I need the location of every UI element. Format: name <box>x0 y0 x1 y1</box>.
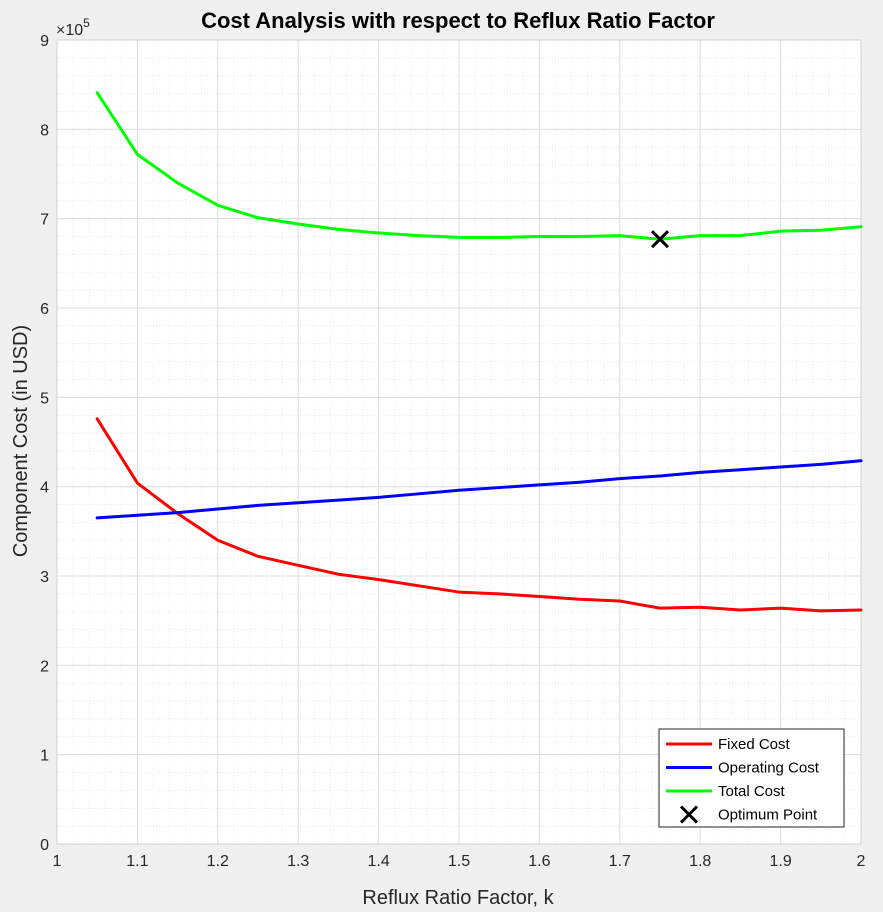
legend: Fixed Cost Operating Cost Total Cost Optimu… <box>658 728 845 828</box>
x-axis-label: Reflux Ratio Factor, k <box>362 887 554 907</box>
operating-cost-line <box>95 459 863 520</box>
fixed-cost-line <box>95 417 863 613</box>
x-tick-label: 1.4 <box>367 853 389 870</box>
x-tick-label: 2 <box>857 853 866 870</box>
plot-frame <box>56 39 862 845</box>
y-tick-label: 9 <box>40 33 49 50</box>
chart-title: Cost Analysis with respect to Reflux Rat… <box>201 8 715 33</box>
x-tick-label: 1 <box>53 853 62 870</box>
legend-marker-stroke <box>679 805 699 824</box>
x-tick-label: 1.6 <box>528 853 550 870</box>
x-tick-label: 1.8 <box>689 853 711 870</box>
x-tick-label: 1.7 <box>609 853 631 870</box>
y-tick-label: 5 <box>40 390 49 407</box>
optimum-marker-stroke <box>650 230 670 249</box>
x-tick-label: 1.9 <box>769 853 791 870</box>
y-axis-label: Component Cost (in USD) <box>10 325 32 557</box>
y-tick-label: 7 <box>40 212 49 229</box>
legend-label-operating-cost: Operating Cost <box>718 760 820 777</box>
legend-label-fixed-cost: Fixed Cost <box>718 736 791 753</box>
x-tick-label: 1.5 <box>448 853 470 870</box>
y-tick-label: 6 <box>40 301 49 318</box>
legend-entries: Fixed Cost Operating Cost Total Cost Optimu… <box>666 736 820 824</box>
x-tick-label: 1.1 <box>126 853 148 870</box>
y-tick-label: 4 <box>40 480 49 497</box>
legend-label-total-cost: Total Cost <box>718 783 786 800</box>
y-tick-label: 8 <box>40 122 49 139</box>
total-cost-line <box>95 91 863 241</box>
legend-label-optimum-point: Optimum Point <box>718 807 818 824</box>
y-tick-label: 2 <box>40 658 49 675</box>
x-tick-label: 1.3 <box>287 853 309 870</box>
y-tick-label: 0 <box>40 837 49 854</box>
y-tick-label: 1 <box>40 748 49 765</box>
marker-layer <box>650 230 670 249</box>
legend-swatch-optimum-point <box>679 805 699 824</box>
x-tick-label: 1.2 <box>207 853 229 870</box>
y-exponent-label: ×105 <box>56 16 90 39</box>
series-layer <box>95 91 863 613</box>
x-tick-labels: 1 1.1 1.2 1.3 1.4 1.5 1.6 1.7 1.8 1.9 2 <box>53 853 866 870</box>
y-tick-label: 3 <box>40 569 49 586</box>
optimum-point-marker <box>650 230 670 249</box>
y-tick-labels: 0 1 2 3 4 5 6 7 8 9 <box>40 33 49 854</box>
